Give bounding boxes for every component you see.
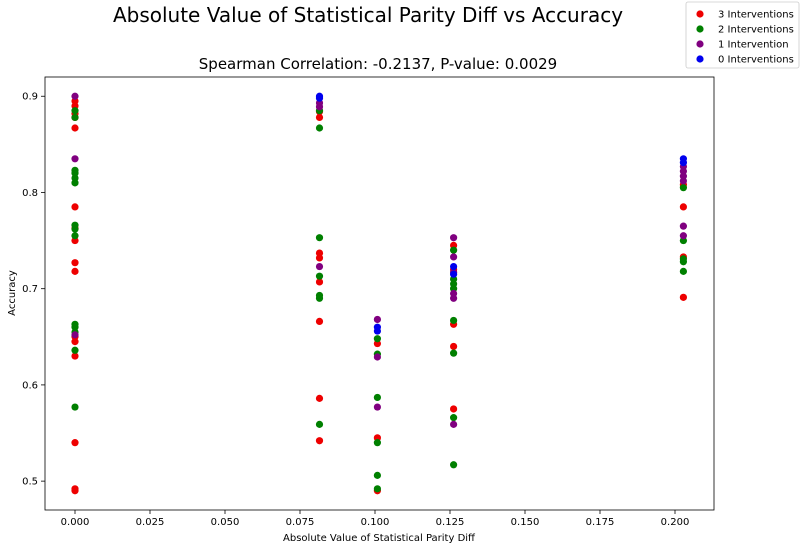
data-point-series-1 [71,320,79,328]
data-point-series-0 [71,485,79,493]
data-point-series-1 [679,184,688,192]
data-point-series-0 [450,405,458,413]
data-point-series-1 [71,346,79,354]
y-axis-ticks: 0.5 0.6 0.7 0.8 0.9 [22,92,45,488]
y-axis-label: Accuracy [7,270,18,316]
data-point-series-2 [679,222,688,230]
chart-subtitle: Spearman Correlation: -0.2137, P-value: … [199,55,557,73]
chart-title: Absolute Value of Statistical Parity Dif… [113,3,623,27]
data-point-series-3 [450,262,458,271]
data-point-series-1 [315,291,324,300]
x-tick-label: 0.200 [661,517,690,528]
data-point-series-2 [450,420,458,428]
data-point-series-0 [315,437,324,445]
data-point-series-0 [679,293,688,301]
legend-label: 2 Interventions [718,25,794,36]
data-point-series-1 [450,414,458,422]
data-point-series-2 [315,262,324,271]
data-point-series-3 [373,323,381,331]
data-point-series-0 [450,342,458,351]
data-point-series-0 [71,124,79,132]
legend-frame [685,1,800,69]
data-point-series-1 [71,166,79,174]
data-point-series-2 [450,234,458,242]
x-axis-ticks: 0.000 0.025 0.050 0.075 0.100 0.125 0.150 0.175… [61,510,690,528]
data-point-series-0 [71,352,79,360]
data-point-series-1 [315,420,324,428]
data-point-series-1 [450,349,458,357]
data-point-series-0 [315,394,324,402]
data-point-series-1 [373,471,381,479]
legend-marker [696,10,704,18]
plot-area-frame [44,76,715,511]
x-tick-label: 0.000 [61,517,90,528]
legend-label: 0 Interventions [718,55,794,66]
data-point-series-0 [71,259,79,267]
data-point-series-0 [71,439,79,447]
x-tick-label: 0.175 [586,517,615,528]
x-axis-label: Absolute Value of Statistical Parity Dif… [283,533,476,544]
data-point-series-1 [450,461,458,469]
data-point-series-1 [71,113,79,122]
data-point-series-0 [315,249,324,257]
data-point-series-0 [315,113,324,122]
data-point-series-0 [679,203,688,211]
data-point-series-2 [450,253,458,261]
data-point-series-1 [679,267,688,275]
data-point-series-2 [71,331,79,339]
x-tick-label: 0.100 [361,517,390,528]
x-tick-label: 0.075 [286,517,315,528]
data-point-series-2 [679,232,688,240]
data-point-series-0 [315,317,324,326]
y-tick-label: 0.6 [22,380,38,391]
legend-marker [696,40,704,48]
y-tick-label: 0.5 [22,477,38,488]
x-tick-label: 0.150 [511,517,540,528]
y-tick-label: 0.7 [22,284,38,295]
legend-marker [696,25,704,33]
data-point-series-1 [373,393,381,402]
x-tick-label: 0.050 [211,517,240,528]
data-point-series-0 [315,278,324,286]
data-point-series-1 [315,124,324,132]
data-point-series-1 [71,221,79,229]
data-point-series-2 [373,353,381,361]
data-point-series-1 [450,316,458,325]
data-point-series-2 [71,92,79,100]
legend-marker [696,55,704,63]
data-point-series-1 [373,485,381,493]
data-point-series-1 [71,232,79,240]
legend-label: 3 Interventions [718,10,794,21]
data-point-series-1 [71,403,79,411]
data-point-series-3 [679,155,688,163]
data-point-series-1 [679,255,688,263]
x-tick-label: 0.025 [136,517,165,528]
data-point-series-0 [71,203,79,211]
data-point-series-2 [373,403,381,411]
x-tick-label: 0.125 [436,517,465,528]
legend: 3 Interventions 2 Interventions 1 Interven… [685,1,800,69]
data-point-series-2 [373,315,381,324]
data-point-series-2 [450,289,458,298]
data-point-series-1 [71,107,79,115]
data-point-series-1 [373,335,381,343]
data-point-series-1 [373,439,381,447]
data-points [71,92,688,495]
data-point-series-1 [450,246,458,254]
y-tick-label: 0.8 [22,188,38,199]
data-point-series-2 [71,155,79,163]
data-point-series-3 [315,92,324,100]
data-point-series-0 [71,267,79,275]
y-tick-label: 0.9 [22,92,38,103]
legend-label: 1 Intervention [718,40,789,51]
data-point-series-3 [450,270,458,278]
data-point-series-1 [315,234,324,242]
data-point-series-1 [315,272,324,280]
